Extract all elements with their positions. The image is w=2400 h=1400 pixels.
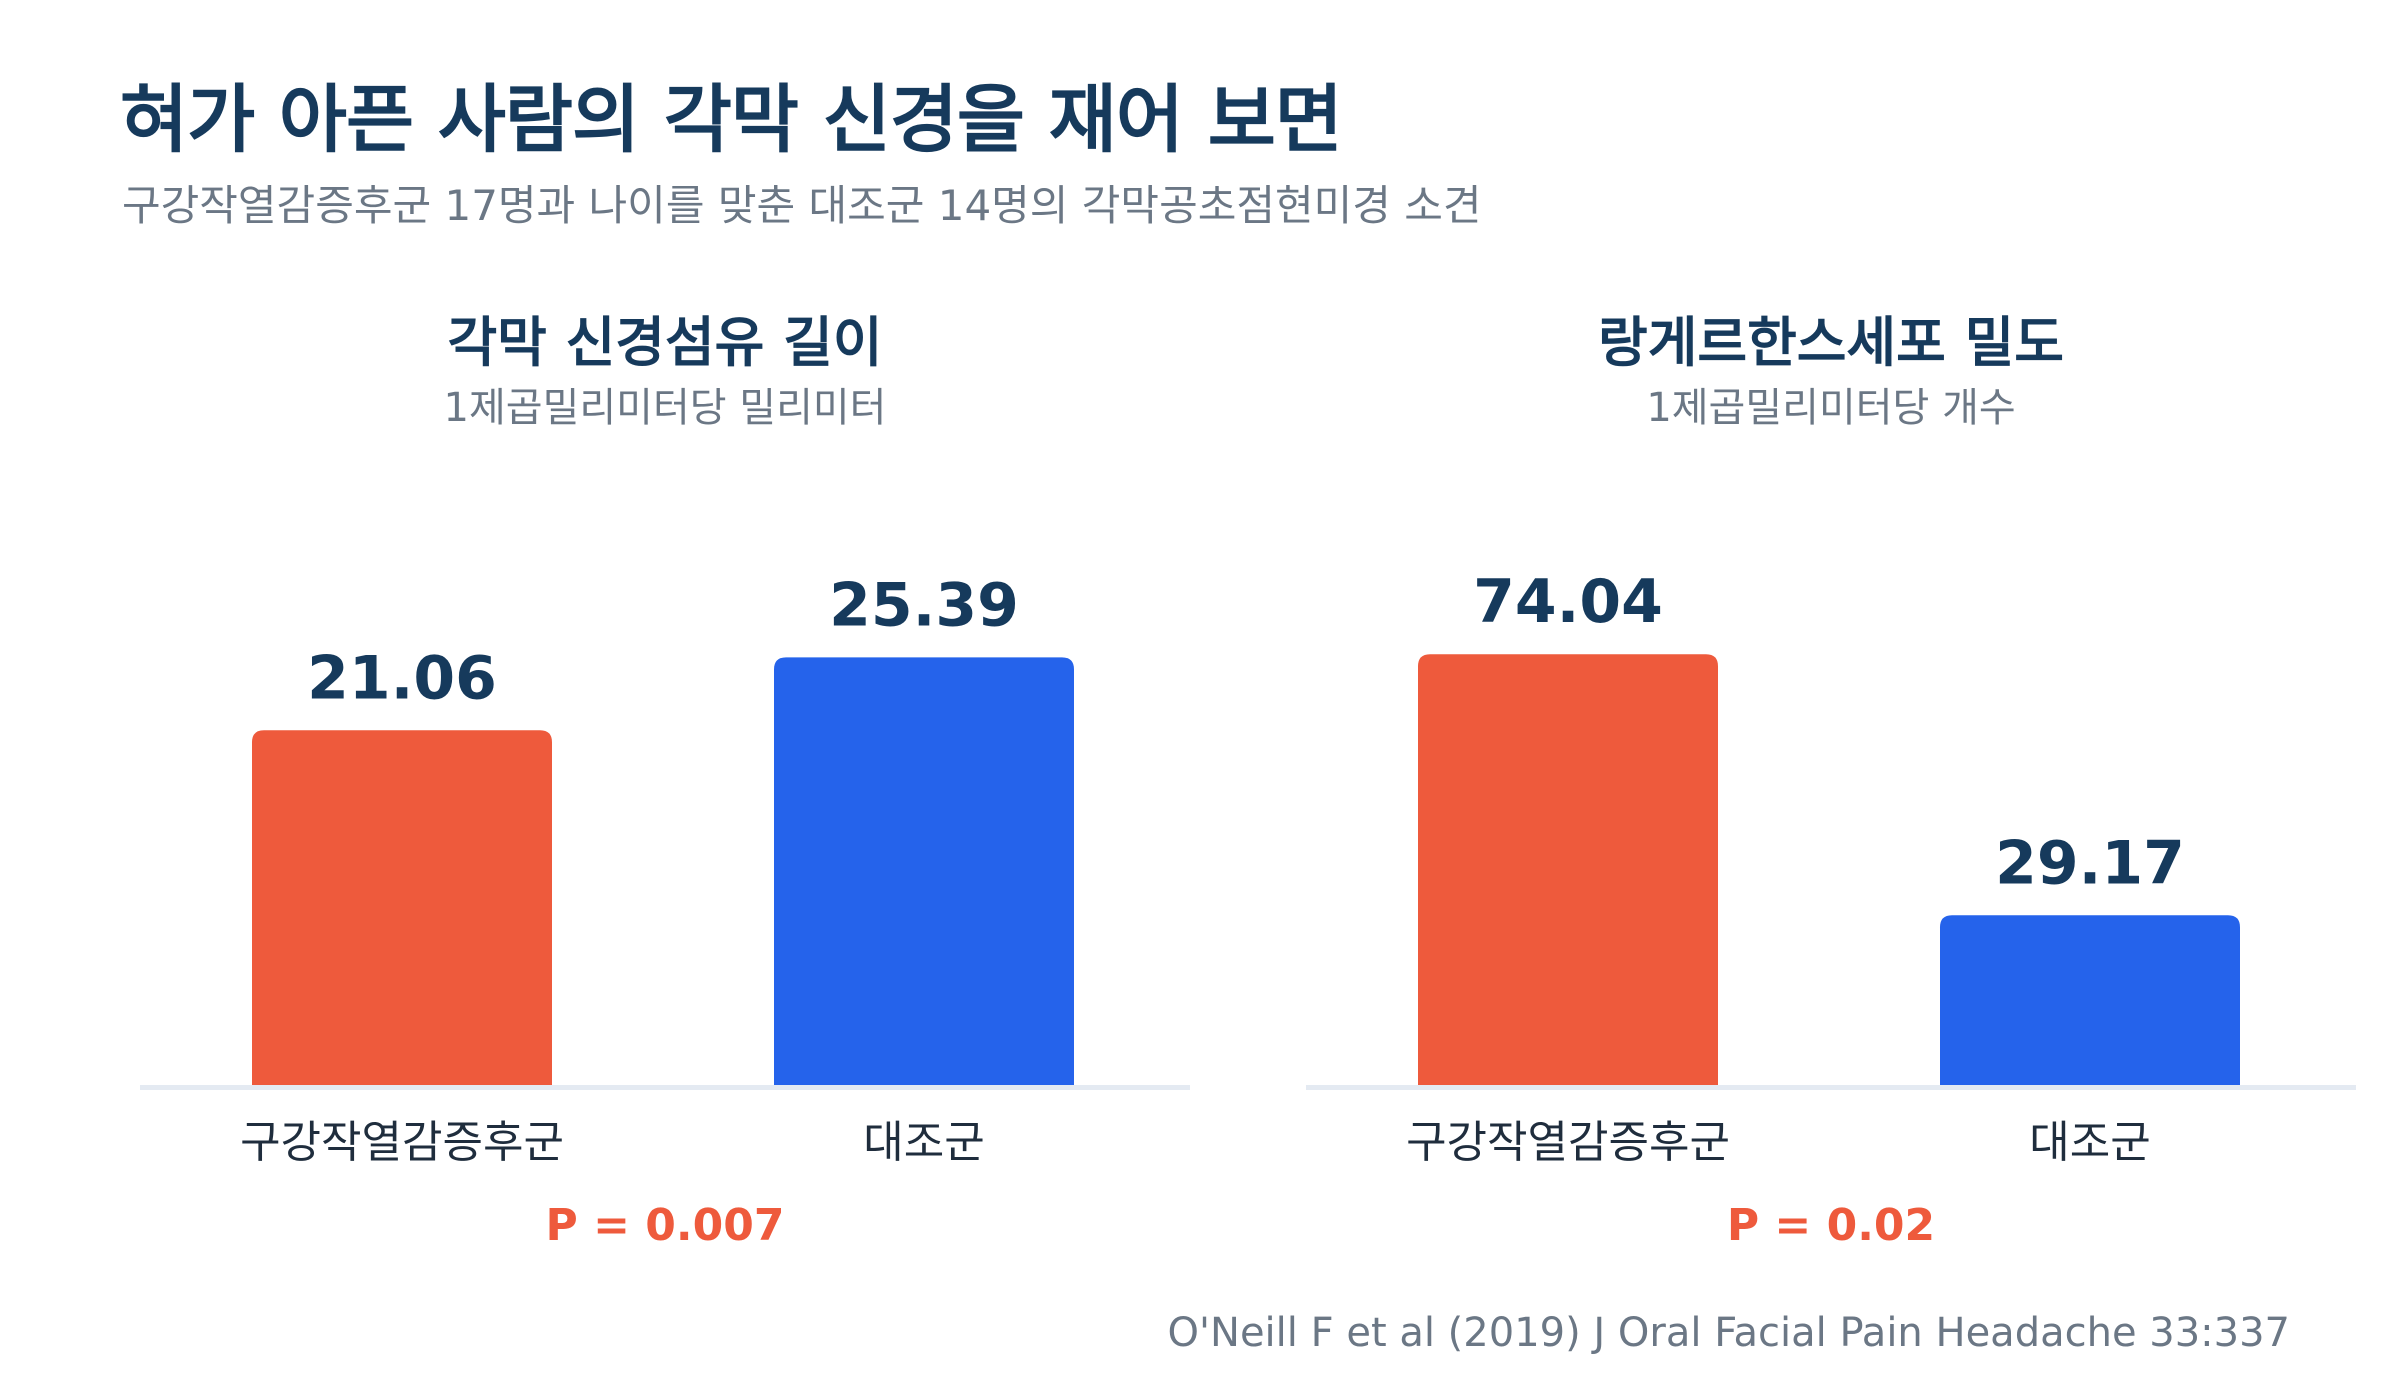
bar-control [774, 657, 1074, 1085]
chart-title: 각막 신경섬유 길이 [447, 311, 883, 374]
category-label: 구강작열감증후군 [1406, 1117, 1730, 1168]
chart-title: 랑게르한스세포 밀도 [1598, 311, 2064, 374]
category-label: 구강작열감증후군 [240, 1117, 564, 1168]
category-label: 대조군 [2029, 1117, 2150, 1168]
baseline-axis [1306, 1085, 2356, 1090]
category-label: 대조군 [863, 1117, 984, 1168]
citation: O'Neill F et al (2019) J Oral Facial Pai… [1167, 1310, 2290, 1356]
chart-unit-label: 1제곱밀리미터당 밀리미터 [443, 385, 887, 431]
bar-chart-langerhans-density: 74.04 구강작열감증후군 29.17 대조군 [1306, 567, 2356, 1168]
bar-value-label: 74.04 [1473, 567, 1663, 637]
page-subtitle: 구강작열감증후군 17명과 나이를 맞춘 대조군 14명의 각막공초점현미경 소… [122, 181, 1482, 230]
p-value-annotation: P = 0.02 [1726, 1200, 1936, 1251]
bar-control [1940, 915, 2240, 1085]
bar-value-label: 29.17 [1995, 828, 2185, 898]
baseline-axis [140, 1085, 1190, 1090]
bar-patient [1418, 654, 1718, 1085]
chart-panel-nerve-length: 각막 신경섬유 길이 1제곱밀리미터당 밀리미터 21.06 구강작열감증후군 25… [140, 280, 1190, 1260]
bar-value-label: 21.06 [307, 643, 497, 713]
chart-panel-langerhans-density: 랑게르한스세포 밀도 1제곱밀리미터당 개수 74.04 구강작열감증후군 29.1… [1306, 280, 2356, 1260]
p-value-annotation: P = 0.007 [545, 1200, 785, 1251]
bar-patient [252, 730, 552, 1085]
bar-chart-nerve-length: 21.06 구강작열감증후군 25.39 대조군 [140, 570, 1190, 1168]
chart-unit-label: 1제곱밀리미터당 개수 [1646, 385, 2016, 431]
page-title: 혀가 아픈 사람의 각막 신경을 재어 보면 [120, 77, 1343, 163]
bar-value-label: 25.39 [829, 570, 1019, 640]
